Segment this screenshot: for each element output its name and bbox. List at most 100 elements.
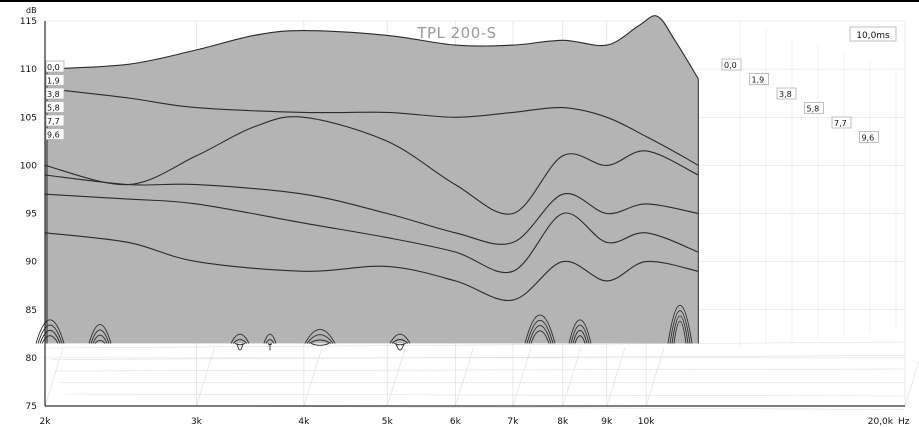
ripple-8-1 <box>669 310 691 344</box>
slice-line-1,9 <box>44 87 699 166</box>
slice-fill-0,0 <box>45 15 699 344</box>
floor-diag-2 <box>303 347 323 407</box>
svg-text:9,6: 9,6 <box>47 131 60 140</box>
ripple-8-2 <box>671 315 689 344</box>
ripple-6-3 <box>530 330 550 344</box>
y-tick-90: 90 <box>26 258 38 268</box>
y-tick-80: 80 <box>26 354 38 364</box>
floor-diag-0 <box>44 347 64 407</box>
x-tick-7k: 7k <box>507 417 519 427</box>
ripple-4-0 <box>304 328 336 344</box>
floor-diag-8 <box>645 347 665 407</box>
left-time-label-5,8: 5,8 <box>45 101 65 113</box>
floor-line-2 <box>54 368 906 372</box>
floor-line-1 <box>49 355 906 360</box>
y-tick-75: 75 <box>26 402 37 412</box>
ripple-3-1 <box>265 339 275 344</box>
left-time-label-9,6: 9,6 <box>45 128 65 140</box>
ripple-4-3 <box>310 343 330 346</box>
ripple-0-0 <box>35 319 65 344</box>
x-tick-20,0k: 20,0k <box>868 417 894 427</box>
y-tick-100: 100 <box>20 161 37 171</box>
right-time-label-5,8: 5,8 <box>804 102 824 114</box>
slice-line-9,6 <box>44 232 699 302</box>
right-time-label-1,9: 1,9 <box>749 73 769 85</box>
ripple-7-2 <box>572 329 588 344</box>
ripple-1-3 <box>94 340 106 344</box>
y-tick-95: 95 <box>26 210 37 220</box>
ripple-5-0 <box>389 333 411 344</box>
ripple-2-0 <box>230 333 250 344</box>
x-tick-4k: 4k <box>298 417 310 427</box>
svg-text:5,8: 5,8 <box>807 105 820 114</box>
y-ticks: 115 110 105 100 95 90 85 80 75 <box>20 17 37 412</box>
ripple-0-1 <box>37 324 63 344</box>
ripple-5-3 <box>395 343 405 351</box>
ripple-4-1 <box>306 334 334 344</box>
x-ticks: 2k 3k 4k 5k 6k 7k 8k 9k 10k 20,0k <box>40 417 894 427</box>
ripple-2-1 <box>232 339 248 344</box>
ripple-3-0 <box>263 333 277 344</box>
ripple-8-3 <box>673 320 687 344</box>
svg-text:7,7: 7,7 <box>834 119 847 128</box>
ripple-5-1 <box>391 339 409 344</box>
svg-text:5,8: 5,8 <box>47 104 60 113</box>
floor-line-4 <box>64 393 906 397</box>
chart-title: TPL 200-S <box>416 24 496 42</box>
floor-diag-7 <box>606 347 626 407</box>
floor-diag-3 <box>386 347 406 407</box>
ripple-5-2 <box>393 343 407 346</box>
svg-text:0,0: 0,0 <box>724 61 737 70</box>
slice-line-3,8 <box>44 116 699 215</box>
right-time-label-0,0: 0,0 <box>721 58 742 71</box>
right-time-label-3,8: 3,8 <box>776 87 797 100</box>
y-tick-85: 85 <box>26 306 37 316</box>
svg-text:1,9: 1,9 <box>752 76 765 85</box>
slice-line-7,7 <box>44 193 699 274</box>
x-tick-2k: 2k <box>40 417 52 427</box>
x-tick-6k: 6k <box>450 417 462 427</box>
ripple-1-0 <box>88 324 112 344</box>
left-time-label-7,7: 7,7 <box>45 114 65 127</box>
x-tick-9k: 9k <box>601 417 613 427</box>
floor-diag-1 <box>196 347 215 407</box>
right-time-label-7,7: 7,7 <box>831 116 852 129</box>
ripple-6-0 <box>524 314 556 344</box>
x-tick-10k: 10k <box>638 417 655 427</box>
floor-diag-9 <box>904 359 919 407</box>
left-time-labels: 0,0 1,9 3,8 5,8 7,7 9,6 <box>45 60 65 140</box>
svg-text:10,0ms: 10,0ms <box>856 31 890 41</box>
floor-diag-6 <box>562 347 582 407</box>
y-tick-105: 105 <box>20 113 37 123</box>
ripple-7-0 <box>568 319 592 344</box>
x-tick-5k: 5k <box>382 417 394 427</box>
time-label-box: 10,0ms <box>849 26 897 42</box>
floor-diag-5 <box>512 347 532 407</box>
x-tick-8k: 8k <box>557 417 569 427</box>
slice-line-0,0 <box>44 15 699 80</box>
y-tick-115: 115 <box>20 17 37 27</box>
right-time-label-9,6: 9,6 <box>859 131 879 143</box>
svg-text:9,6: 9,6 <box>862 134 875 143</box>
y-tick-110: 110 <box>20 65 37 75</box>
ripple-6-1 <box>526 320 554 344</box>
low-level-texture <box>35 305 693 351</box>
svg-text:3,8: 3,8 <box>47 90 60 99</box>
left-time-label-0,0: 0,0 <box>45 60 65 73</box>
svg-text:3,8: 3,8 <box>779 90 792 99</box>
ripple-1-2 <box>92 334 108 344</box>
ripple-0-2 <box>39 329 61 344</box>
floor-diag-4 <box>455 347 474 407</box>
slice-line-5,8 <box>44 174 699 245</box>
ripple-0-3 <box>41 335 59 344</box>
y-unit-label: dB <box>26 6 37 15</box>
ripple-4-2 <box>308 339 332 344</box>
ripple-6-2 <box>528 325 552 344</box>
right-time-labels: 0,0 1,9 3,8 5,8 7,7 9,6 <box>721 58 879 143</box>
ripple-2-3 <box>236 343 244 351</box>
left-time-label-3,8: 3,8 <box>45 87 65 100</box>
svg-text:7,7: 7,7 <box>47 117 60 126</box>
ripple-7-3 <box>574 335 586 344</box>
left-time-label-1,9: 1,9 <box>45 74 65 86</box>
